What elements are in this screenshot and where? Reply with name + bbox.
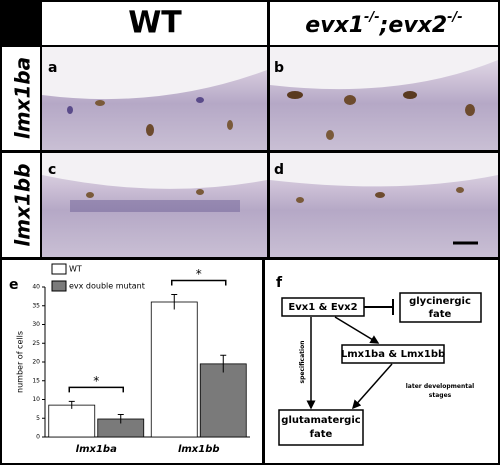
edge-label: specification bbox=[299, 341, 306, 384]
y-tick-label: 25 bbox=[32, 340, 40, 347]
diagram-node bbox=[278, 409, 364, 446]
arrow bbox=[352, 363, 393, 410]
node-label: Lmx1ba & Lmx1bb bbox=[341, 349, 445, 360]
node-label: glutamatergic fate bbox=[281, 415, 360, 440]
arrow bbox=[334, 316, 380, 344]
significance-label: * bbox=[93, 374, 99, 388]
significance-bracket bbox=[68, 386, 124, 393]
panel-label: e bbox=[9, 277, 19, 293]
header-part: evx1 bbox=[305, 13, 364, 38]
row-label: lmx1ba bbox=[11, 57, 35, 139]
header-part: -/- bbox=[364, 10, 380, 25]
column-header: evx1-/-;evx2-/- bbox=[305, 10, 462, 39]
diagram-node bbox=[341, 344, 445, 364]
y-tick-label: 0 bbox=[36, 434, 40, 441]
micrograph bbox=[42, 153, 267, 257]
edge-line: specification bbox=[299, 341, 306, 384]
panel-label: a bbox=[48, 60, 57, 76]
row-label: lmx1bb bbox=[11, 163, 35, 246]
edge-line: later developmental bbox=[406, 383, 474, 390]
y-tick-label: 15 bbox=[32, 377, 40, 384]
micrograph bbox=[270, 153, 498, 257]
panel-label: d bbox=[274, 162, 284, 178]
row-label-cell bbox=[2, 153, 40, 257]
node-line: glycinergic bbox=[409, 296, 471, 307]
y-tick-label: 5 bbox=[36, 415, 40, 422]
significance-label: * bbox=[196, 267, 202, 281]
header-cell bbox=[42, 2, 267, 45]
x-tick-label: lmx1ba bbox=[76, 444, 117, 455]
bar bbox=[150, 301, 198, 438]
x-tick-label: lmx1bb bbox=[178, 444, 220, 455]
legend-label: WT bbox=[69, 265, 82, 274]
node-label: glycinergic fate bbox=[409, 296, 471, 320]
legend-swatch bbox=[51, 263, 67, 275]
node-line: Lmx1ba & Lmx1bb bbox=[341, 349, 445, 360]
edge-label: later developmental stages bbox=[406, 383, 474, 399]
micrograph bbox=[42, 47, 267, 150]
row-label-cell bbox=[2, 47, 40, 150]
y-tick-label: 10 bbox=[32, 396, 40, 403]
header-cell bbox=[270, 2, 498, 45]
diagram-node bbox=[399, 292, 482, 323]
legend-swatch bbox=[51, 280, 67, 292]
legend-label: evx double mutant bbox=[69, 282, 145, 291]
diagram: Evx1 & Evx2 glycinergic fate Lmx1ba & Lmx… bbox=[278, 292, 482, 446]
y-tick-label: 35 bbox=[32, 302, 40, 309]
y-tick-label: 40 bbox=[32, 284, 40, 291]
panel-label: b bbox=[274, 60, 284, 76]
y-axis-title: number of cells bbox=[16, 331, 25, 393]
micrograph bbox=[270, 47, 498, 150]
bar bbox=[48, 404, 96, 438]
significance-bracket bbox=[171, 279, 227, 286]
node-label: Evx1 & Evx2 bbox=[288, 302, 357, 313]
panel-label: c bbox=[48, 162, 56, 178]
edge-line: stages bbox=[429, 392, 452, 399]
node-line: fate bbox=[429, 309, 452, 320]
panel-label: f bbox=[276, 275, 283, 291]
bar-chart: 0 5 10 15 20 25 30 35 40 number of cells lmx1ba * lm… bbox=[16, 263, 250, 455]
node-line: Evx1 & Evx2 bbox=[288, 302, 357, 313]
y-tick-label: 30 bbox=[32, 321, 40, 328]
node-line: glutamatergic bbox=[281, 415, 360, 426]
header-part: ;evx2 bbox=[379, 13, 448, 38]
header-part: -/- bbox=[447, 10, 463, 25]
column-header: WT bbox=[128, 6, 182, 41]
bar bbox=[199, 363, 247, 438]
y-tick-label: 20 bbox=[32, 359, 40, 366]
node-line: fate bbox=[310, 429, 333, 440]
